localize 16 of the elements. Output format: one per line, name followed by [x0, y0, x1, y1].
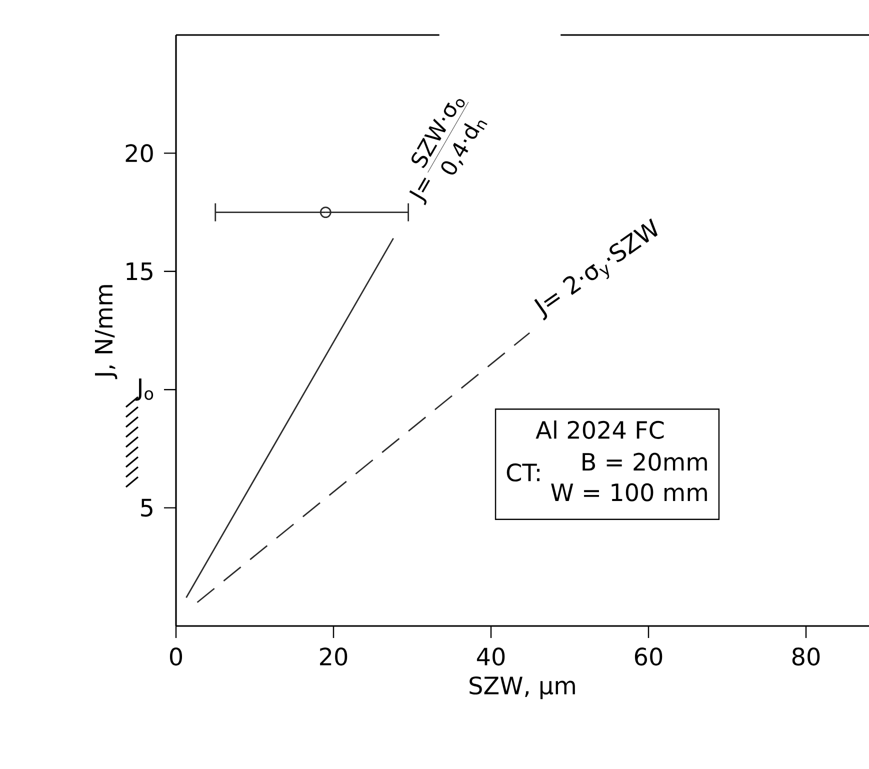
- x-tick-label: 60: [634, 648, 662, 666]
- y-tick-label: 5: [141, 498, 152, 517]
- x-tick-label: 40: [476, 648, 505, 666]
- x-tick-label: 0: [170, 648, 182, 666]
- y-tick-label: J$_{o}$: [135, 378, 154, 401]
- x-tick-label: 20: [320, 648, 348, 666]
- x-axis-title: SZW, μm: [470, 676, 575, 700]
- x-tick-label: 80: [792, 648, 820, 666]
- annotation: J=: [409, 178, 430, 206]
- annotation: Al 2024 FC: [536, 420, 664, 439]
- annotation: CT:: [506, 463, 540, 482]
- y-axis-title: J, N/mm: [95, 285, 118, 380]
- y-tick-label: 20: [126, 144, 153, 162]
- y-tick-label: 15: [126, 262, 152, 280]
- annotation: B = 20mm: [582, 452, 707, 471]
- annotation: W = 100 mm: [551, 483, 707, 502]
